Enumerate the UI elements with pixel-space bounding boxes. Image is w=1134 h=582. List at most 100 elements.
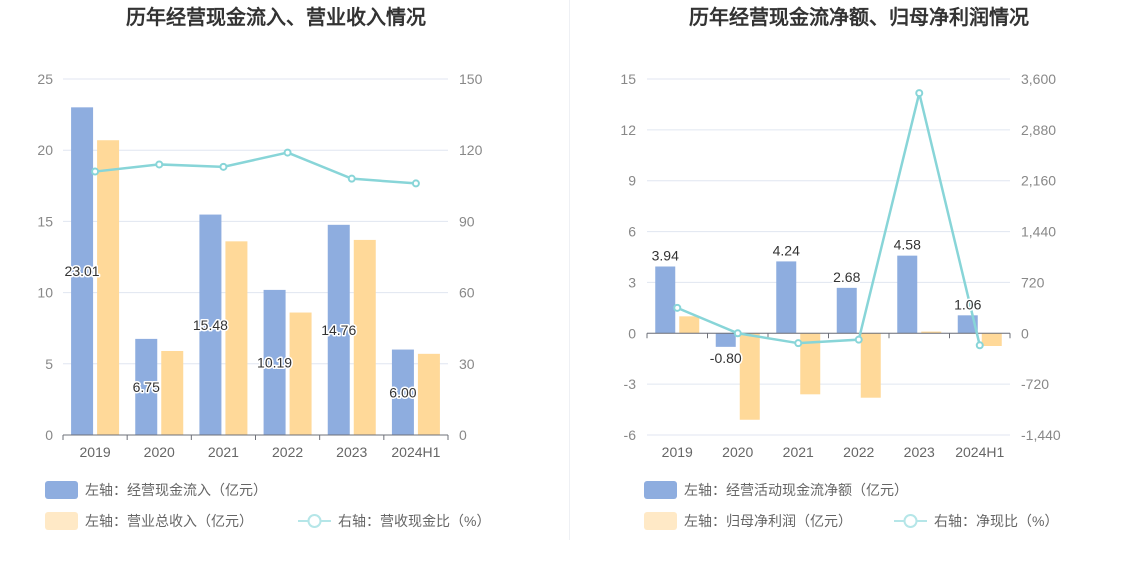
bar-data-label: 10.19	[257, 354, 292, 370]
legend-swatch	[644, 512, 677, 530]
right-axis-tick-label: 1,440	[1021, 224, 1056, 240]
ratio-point	[794, 339, 803, 348]
left-axis-tick-label: 3	[628, 274, 636, 290]
bar-secondary	[679, 316, 700, 334]
bar-primary	[715, 333, 736, 347]
bar-data-label: 15.48	[193, 317, 228, 333]
legend-swatch	[45, 481, 78, 499]
right-axis-tick-label: 150	[459, 71, 483, 87]
right-axis-tick-label: 2,880	[1021, 122, 1056, 138]
ratio-point	[219, 162, 228, 171]
right-axis-tick-label: 3,600	[1021, 71, 1056, 87]
right-axis-tick-label: 720	[1021, 274, 1045, 290]
bar-primary	[776, 261, 797, 334]
legend-line-marker	[307, 514, 322, 528]
bar-primary	[836, 287, 857, 334]
x-axis-tick-label: 2023	[336, 444, 367, 460]
right-axis-tick-label: 60	[459, 285, 475, 301]
left-axis-tick-label: 10	[37, 285, 53, 301]
bar-secondary	[161, 350, 184, 435]
left-axis-tick-label: 0	[45, 427, 53, 443]
panel-divider	[569, 0, 570, 540]
ratio-point	[854, 335, 863, 344]
bar-secondary	[800, 333, 821, 395]
bar-data-label: 4.58	[894, 237, 921, 253]
ratio-line	[94, 151, 417, 185]
bar-data-label: 14.76	[321, 322, 356, 338]
left-axis-tick-label: 15	[37, 213, 53, 229]
ratio-point	[91, 167, 100, 176]
right-axis-tick-label: -720	[1021, 376, 1049, 392]
bar-secondary	[860, 333, 881, 398]
legend-swatch	[45, 512, 78, 530]
bar-data-label: 1.06	[954, 296, 981, 312]
bar-secondary	[417, 353, 440, 435]
right-axis-tick-label: 90	[459, 213, 475, 229]
x-axis-tick-label: 2020	[722, 444, 753, 460]
right-axis-tick-label: 2,160	[1021, 173, 1056, 189]
right-axis-tick-label: 0	[1021, 325, 1029, 341]
left-axis-tick-label: 5	[45, 356, 53, 372]
ratio-point	[155, 160, 164, 169]
x-axis-tick-label: 2019	[662, 444, 693, 460]
bar-secondary	[353, 239, 376, 435]
legend-label: 左轴：营业总收入（亿元）	[85, 513, 253, 529]
legend-line-marker	[903, 514, 918, 528]
x-axis-tick-label: 2020	[144, 444, 175, 460]
legend-swatch	[644, 481, 677, 499]
x-axis-tick-label: 2022	[272, 444, 303, 460]
ratio-point	[347, 174, 356, 183]
x-axis-tick-label: 2022	[843, 444, 874, 460]
ratio-line	[676, 92, 981, 346]
chart-panel-cash-inflow: 历年经营现金流入、营业收入情况 0 5 10 15 20 25 0 30 60 90 120 150 20…	[37, 5, 490, 530]
bar-data-label: 23.01	[65, 263, 100, 279]
bar-data-label: 4.24	[773, 242, 800, 258]
left-axis-tick-label: 20	[37, 142, 53, 158]
ratio-point	[283, 148, 292, 157]
bar-secondary	[289, 312, 312, 435]
legend-label: 右轴：营收现金比（%）	[338, 513, 490, 529]
bar-primary	[263, 289, 286, 435]
x-axis-tick-label: 2024H1	[955, 444, 1004, 460]
ratio-point	[733, 329, 742, 338]
left-axis-tick-label: 9	[628, 173, 636, 189]
bar-secondary	[225, 241, 248, 435]
bar-data-label: 2.68	[833, 269, 860, 285]
x-axis-tick-label: 2023	[904, 444, 935, 460]
bar-data-label: 6.75	[133, 379, 160, 395]
chart-panel-net-cash: 历年经营现金流净额、归母净利润情况 -6 -3 0 3 6 9 12 15 -1,440 -720 0…	[567, 0, 1134, 582]
left-axis-tick-label: 25	[37, 71, 53, 87]
legend-label: 左轴：归母净利润（亿元）	[684, 513, 852, 529]
left-axis-tick-label: -3	[624, 376, 637, 392]
chart-svg-net-cash: 历年经营现金流净额、归母净利润情况 -6 -3 0 3 6 9 12 15 -1,440 -720 0…	[620, 5, 1061, 530]
ratio-point	[915, 89, 924, 98]
bar-primary	[897, 255, 918, 334]
bar-secondary	[981, 333, 1002, 346]
bar-secondary	[97, 140, 120, 435]
x-axis-tick-label: 2024H1	[391, 444, 440, 460]
right-axis-tick-label: 30	[459, 356, 475, 372]
bar-data-label: -0.80	[710, 350, 742, 366]
x-axis-tick-label: 2019	[80, 444, 111, 460]
right-axis-tick-label: -1,440	[1021, 427, 1061, 443]
chart-title: 历年经营现金流净额、归母净利润情况	[689, 5, 1029, 29]
bar-primary	[71, 107, 94, 436]
left-axis-tick-label: -6	[624, 427, 637, 443]
legend-label: 右轴：净现比（%）	[934, 513, 1058, 529]
right-axis-tick-label: 0	[459, 427, 467, 443]
x-axis-tick-label: 2021	[783, 444, 814, 460]
left-axis-tick-label: 15	[620, 71, 636, 87]
bar-primary	[135, 338, 158, 435]
bar-primary	[327, 224, 350, 435]
ratio-point	[975, 341, 984, 350]
legend-label: 左轴：经营现金流入（亿元）	[85, 482, 267, 498]
right-axis-tick-label: 120	[459, 142, 483, 158]
bar-primary	[655, 266, 676, 334]
ratio-point	[673, 303, 682, 312]
left-axis-tick-label: 6	[628, 224, 636, 240]
left-axis-tick-label: 0	[628, 325, 636, 341]
bar-primary	[199, 214, 222, 435]
legend-label: 左轴：经营活动现金流净额（亿元）	[684, 482, 908, 498]
bar-primary	[391, 349, 414, 435]
chart-svg-cash-inflow: 历年经营现金流入、营业收入情况 0 5 10 15 20 25 0 30 60 90 120 150 20…	[37, 5, 490, 530]
